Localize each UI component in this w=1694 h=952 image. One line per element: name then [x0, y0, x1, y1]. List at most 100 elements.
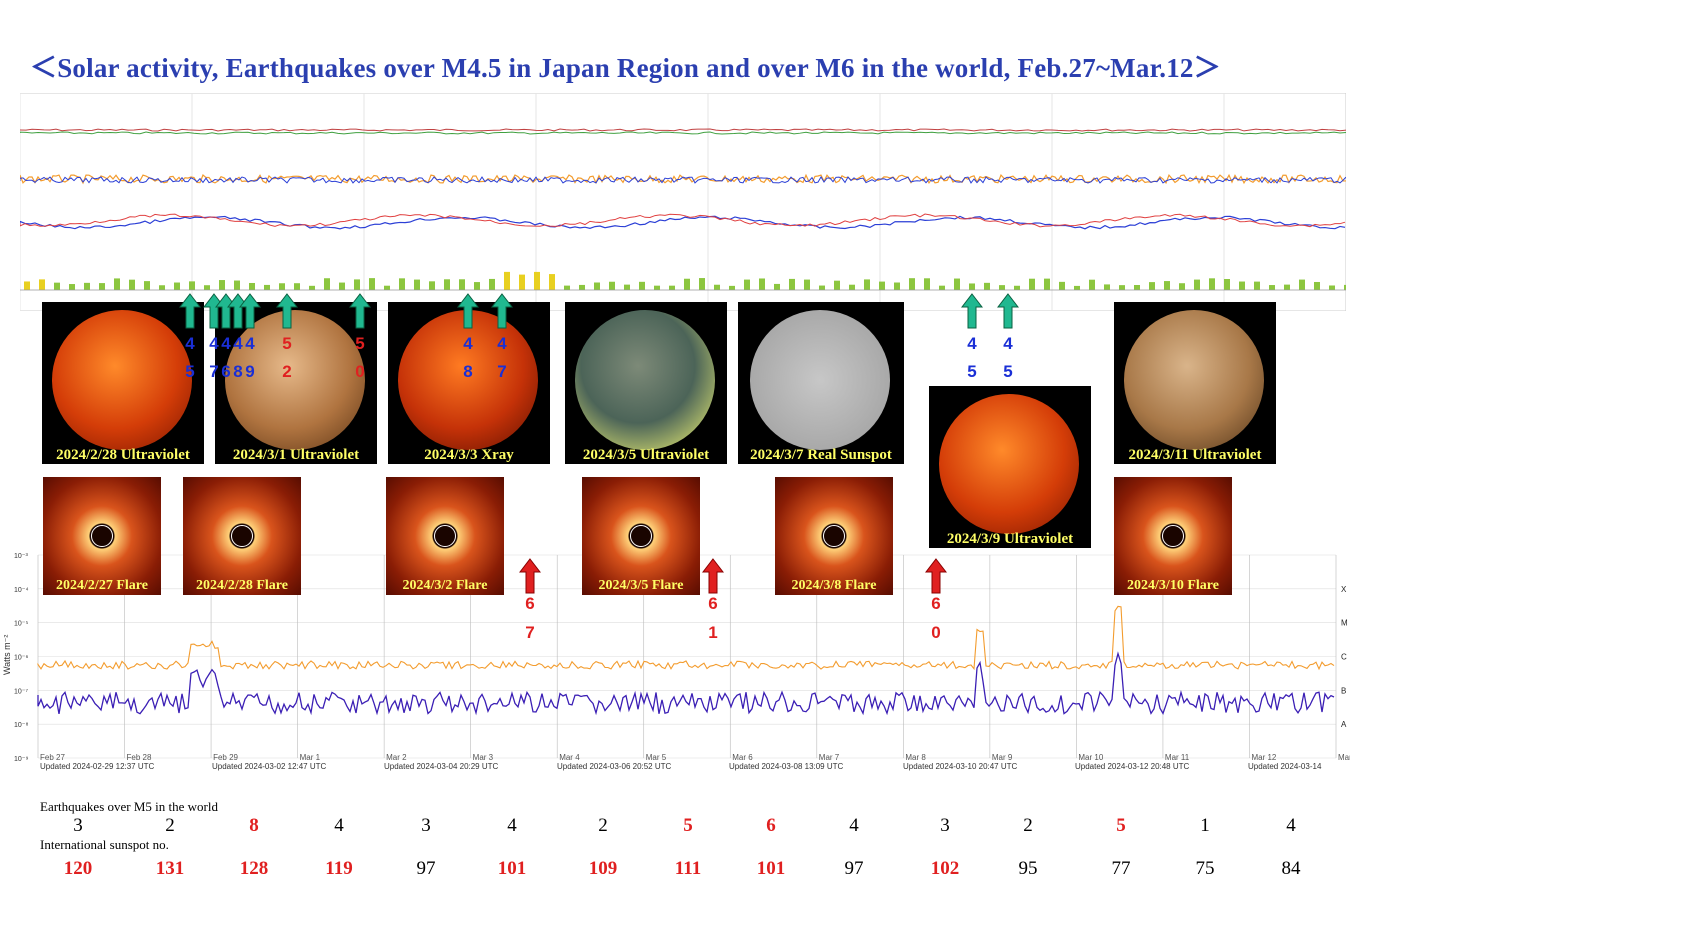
y-tick-label: 10⁻⁷ — [14, 688, 28, 695]
world-quake-count: 8 — [249, 815, 259, 836]
quake-magnitude-digit: 5 — [185, 362, 195, 381]
world-quake-magnitude-digit: 7 — [525, 623, 535, 642]
caption: 2024/3/1 Ultraviolet — [232, 447, 360, 463]
world-quake-magnitude-digit: 0 — [931, 623, 941, 642]
world-quake-magnitude-digit: 1 — [708, 623, 718, 642]
page-title: ＜Solar activity, Earthquakes over M4.5 i… — [30, 53, 1221, 83]
y-axis-label: Watts m⁻² — [2, 635, 12, 675]
x-tick-label: Mar 1 — [300, 753, 321, 762]
x-tick-label: Mar 2 — [386, 753, 407, 762]
sun-image-3: 2024/3/3 Xray — [388, 302, 550, 464]
x-tick-label: Feb 29 — [213, 753, 238, 762]
quake-magnitude-digit: 4 — [967, 334, 977, 353]
flare-image-4: 2024/3/5 Flare — [582, 477, 700, 595]
x-tick-label: Mar 11 — [1165, 753, 1190, 762]
caption: 2024/3/5 Ultraviolet — [582, 447, 710, 463]
sunspot-count: 75 — [1195, 858, 1215, 879]
sun-image-5: 2024/3/7 Real Sunspot — [738, 302, 904, 464]
x-tick-label: Mar 12 — [1251, 753, 1276, 762]
caption: 2024/3/8 Flare — [791, 578, 877, 593]
updated-label: Updated 2024-03-14 — [1248, 762, 1322, 771]
band-label: M — [1341, 619, 1348, 628]
flare-image-3: 2024/3/2 Flare — [386, 477, 504, 595]
up-arrow-icon — [276, 293, 298, 329]
quake-magnitude-digit: 4 — [497, 334, 507, 353]
quake-magnitude-digit: 5 — [967, 362, 977, 381]
world-quake-magnitude-digit: 6 — [525, 594, 535, 613]
sunspot-count: 77 — [1111, 858, 1131, 879]
y-tick-label: 10⁻⁴ — [14, 587, 29, 594]
world-quake-count: 4 — [507, 815, 517, 836]
quake-magnitude-digit: 0 — [355, 362, 365, 381]
sunspot-count: 119 — [325, 858, 353, 879]
sunspot-count: 97 — [416, 858, 436, 879]
quake-magnitude-digit: 5 — [355, 334, 365, 353]
caption: 2024/3/3 Xray — [424, 447, 514, 463]
caption: 2024/3/10 Flare — [1127, 578, 1219, 593]
sunspot-count: 109 — [588, 858, 618, 879]
quake-magnitude-digit: 2 — [282, 362, 292, 381]
caption: 2024/3/11 Ultraviolet — [1128, 447, 1262, 463]
x-tick-label: Mar 6 — [732, 753, 753, 762]
caption: 2024/2/28 Flare — [196, 578, 288, 593]
y-tick-label: 10⁻⁸ — [14, 722, 28, 729]
x-tick-label: Mar 7 — [819, 753, 840, 762]
y-tick-label: 10⁻⁵ — [14, 621, 28, 628]
band-label: B — [1341, 686, 1346, 695]
band-label: X — [1341, 585, 1347, 594]
space-weather-strip — [20, 93, 1346, 311]
updated-label: Updated 2024-03-06 20:52 UTC — [557, 762, 672, 771]
up-arrow-icon — [961, 293, 983, 329]
sunspot-count: 97 — [844, 858, 864, 879]
updated-label: Updated 2024-03-04 20:29 UTC — [384, 762, 499, 771]
world-quake-count: 5 — [683, 815, 693, 836]
up-arrow-icon — [519, 558, 541, 594]
world-quake-magnitude-digit: 6 — [931, 594, 941, 613]
quake-magnitude-digit: 4 — [233, 334, 243, 353]
sunspot-count: 111 — [674, 858, 702, 879]
quake-magnitude-digit: 4 — [463, 334, 473, 353]
x-tick-label: Mar 10 — [1078, 753, 1103, 762]
quake-magnitude-digit: 9 — [245, 362, 255, 381]
sunspot-label: International sunspot no. — [40, 837, 169, 852]
up-arrow-icon — [349, 293, 371, 329]
caption: 2024/2/28 Ultraviolet — [56, 447, 190, 463]
sunspot-count: 101 — [497, 858, 527, 879]
x-tick-label: Feb 27 — [40, 753, 65, 762]
updated-label: Updated 2024-02-29 12:37 UTC — [40, 762, 155, 771]
band-label: A — [1341, 720, 1347, 729]
up-arrow-icon — [457, 293, 479, 329]
world-quake-count: 2 — [1023, 815, 1033, 836]
y-tick-label: 10⁻³ — [14, 553, 28, 560]
flare-image-2: 2024/2/28 Flare — [183, 477, 301, 595]
quake-magnitude-digit: 7 — [209, 362, 219, 381]
x-tick-label: Mar 8 — [905, 753, 926, 762]
band-label: C — [1341, 653, 1347, 662]
sun-image-6: 2024/3/9 Ultraviolet — [929, 386, 1091, 548]
flare-image-1: 2024/2/27 Flare — [43, 477, 161, 595]
up-arrow-icon — [925, 558, 947, 594]
sunspot-count: 101 — [756, 858, 786, 879]
quake-magnitude-digit: 5 — [282, 334, 292, 353]
sun-image-4: 2024/3/5 Ultraviolet — [565, 302, 727, 464]
quake-magnitude-digit: 6 — [221, 362, 231, 381]
world-quake-count: 4 — [334, 815, 344, 836]
quake-magnitude-digit: 4 — [185, 334, 195, 353]
world-quake-count: 6 — [766, 815, 776, 836]
quake-magnitude-digit: 4 — [245, 334, 255, 353]
world-quake-count: 1 — [1200, 815, 1210, 836]
up-arrow-icon — [239, 293, 261, 329]
sun-image-1: 2024/2/28 Ultraviolet — [42, 302, 204, 464]
world-quakes-label: Earthquakes over M5 in the world — [40, 799, 218, 814]
caption: 2024/3/5 Flare — [598, 578, 684, 593]
x-tick-label: Feb 28 — [127, 753, 152, 762]
caption: 2024/3/2 Flare — [402, 578, 488, 593]
world-quake-count: 5 — [1116, 815, 1126, 836]
caption: 2024/3/7 Real Sunspot — [750, 447, 892, 463]
sunspot-count: 84 — [1281, 858, 1301, 879]
quake-magnitude-digit: 5 — [1003, 362, 1013, 381]
updated-label: Updated 2024-03-02 12:47 UTC — [212, 762, 327, 771]
world-quake-count: 3 — [421, 815, 431, 836]
sunspot-count: 102 — [930, 858, 960, 879]
updated-label: Updated 2024-03-10 20:47 UTC — [903, 762, 1018, 771]
